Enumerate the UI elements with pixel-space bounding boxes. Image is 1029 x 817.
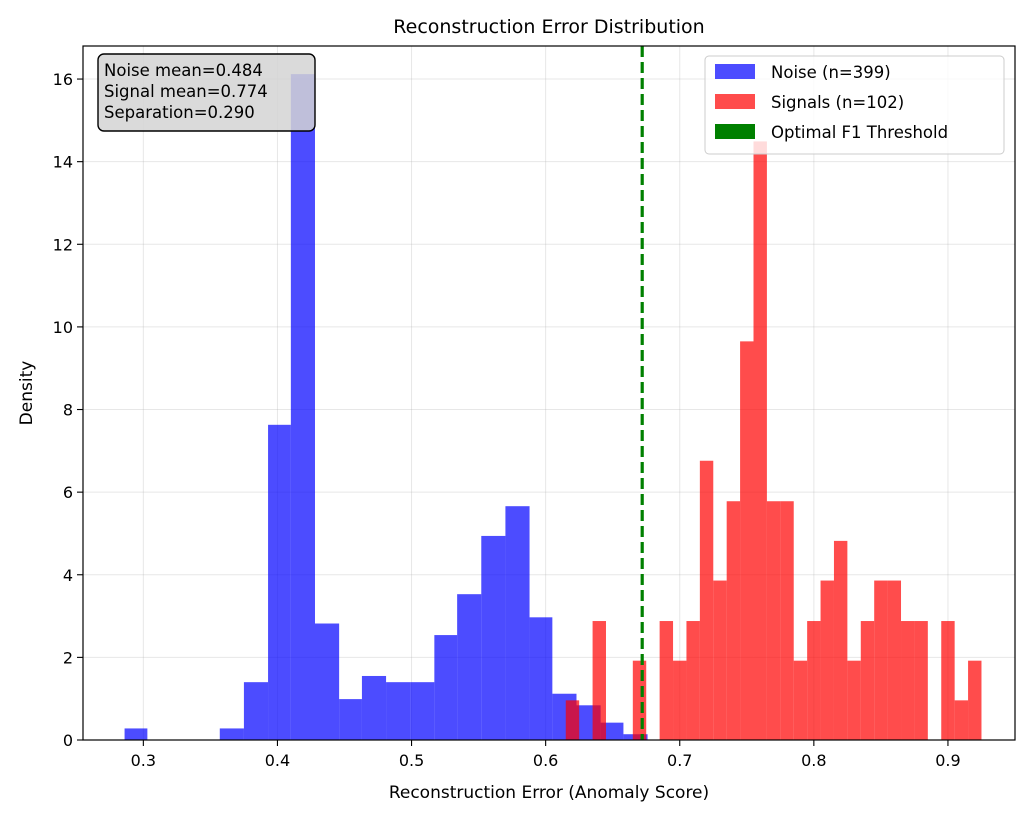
y-tick-label: 14 <box>53 153 73 172</box>
histogram-bar <box>565 700 580 740</box>
y-tick-label: 0 <box>63 731 73 750</box>
histogram-bar <box>780 501 794 740</box>
histogram-bar <box>820 580 834 740</box>
x-tick-label: 0.5 <box>399 751 424 770</box>
histogram-bar <box>243 682 269 740</box>
legend-box <box>704 55 1005 155</box>
histogram-bar <box>874 580 888 740</box>
y-tick-label: 6 <box>63 483 73 502</box>
histogram-bar <box>600 722 624 740</box>
histogram-bar <box>901 621 915 740</box>
series-signals <box>565 141 982 741</box>
histogram-bar <box>632 660 647 740</box>
legend-label: Signals (n=102) <box>771 93 904 112</box>
legend-swatch <box>715 94 755 109</box>
histogram-bar <box>941 621 955 740</box>
histogram-bar <box>361 675 387 740</box>
histogram-bar <box>290 74 315 741</box>
stats-line: Signal mean=0.774 <box>104 82 268 101</box>
x-tick-label: 0.7 <box>667 751 692 770</box>
legend-swatch <box>715 64 755 79</box>
legend: Noise (n=399) Signals (n=102) Optimal F1 T… <box>704 55 1005 155</box>
histogram-bar <box>505 506 530 740</box>
y-tick-label: 8 <box>63 401 73 420</box>
x-tick-label: 0.9 <box>935 751 960 770</box>
histogram-bar <box>793 660 808 740</box>
histogram-bar <box>529 617 553 740</box>
stats-line: Separation=0.290 <box>104 103 255 122</box>
histogram-bar <box>954 700 969 740</box>
histogram-bar <box>686 621 700 740</box>
histogram-bar <box>268 424 291 740</box>
histogram-bar <box>592 621 606 740</box>
histogram-bar <box>914 621 928 740</box>
histogram-bar <box>753 141 767 741</box>
histogram-bar <box>713 580 727 740</box>
histogram-bar <box>434 635 458 740</box>
x-tick-label: 0.6 <box>533 751 558 770</box>
histogram-bar <box>386 682 411 740</box>
x-tick-label: 0.3 <box>131 751 156 770</box>
histogram-bar <box>410 682 435 740</box>
histogram-bar <box>847 660 861 740</box>
y-axis-label: Density <box>17 361 37 426</box>
histogram-bar <box>699 460 714 740</box>
x-tick-label: 0.8 <box>801 751 826 770</box>
x-axis-label: Reconstruction Error (Anomaly Score) <box>389 783 709 803</box>
histogram-bar <box>740 341 754 740</box>
histogram-bar <box>659 621 674 740</box>
histogram-bar <box>314 623 340 740</box>
stats-line: Noise mean=0.484 <box>104 61 263 80</box>
histogram-bar <box>766 501 781 740</box>
legend-swatch <box>715 124 755 139</box>
y-axis-ticks: 0 2 4 6 8 10 12 14 16 <box>53 70 83 750</box>
histogram-bar <box>807 621 821 740</box>
y-tick-label: 12 <box>53 235 73 254</box>
x-tick-label: 0.4 <box>265 751 290 770</box>
legend-label: Optimal F1 Threshold <box>771 123 948 142</box>
histogram-bar <box>457 594 482 740</box>
histogram-bar <box>124 728 148 740</box>
histogram-bar <box>968 660 982 740</box>
histogram-bar <box>726 501 741 740</box>
series-noise <box>124 74 648 741</box>
histogram-bar <box>860 621 875 740</box>
histogram-bar <box>219 728 244 740</box>
histogram-bar <box>339 699 362 740</box>
histogram-bar <box>887 580 902 740</box>
y-tick-label: 4 <box>63 566 73 585</box>
y-tick-label: 16 <box>53 70 73 89</box>
stats-box: Noise mean=0.484 Signal mean=0.774 Separat… <box>97 53 316 132</box>
chart-title: Reconstruction Error Distribution <box>393 16 704 38</box>
stats-box-background <box>97 53 316 132</box>
histogram-bar <box>481 535 506 740</box>
y-tick-label: 2 <box>63 648 73 667</box>
x-axis-ticks: 0.3 0.4 0.5 0.6 0.7 0.8 0.9 <box>131 740 961 770</box>
y-tick-label: 10 <box>53 318 73 337</box>
plot-frame <box>82 45 1016 741</box>
histogram-bar <box>833 540 848 740</box>
histogram-bars <box>124 74 982 741</box>
histogram-bar <box>673 660 687 740</box>
legend-label: Noise (n=399) <box>771 63 891 82</box>
